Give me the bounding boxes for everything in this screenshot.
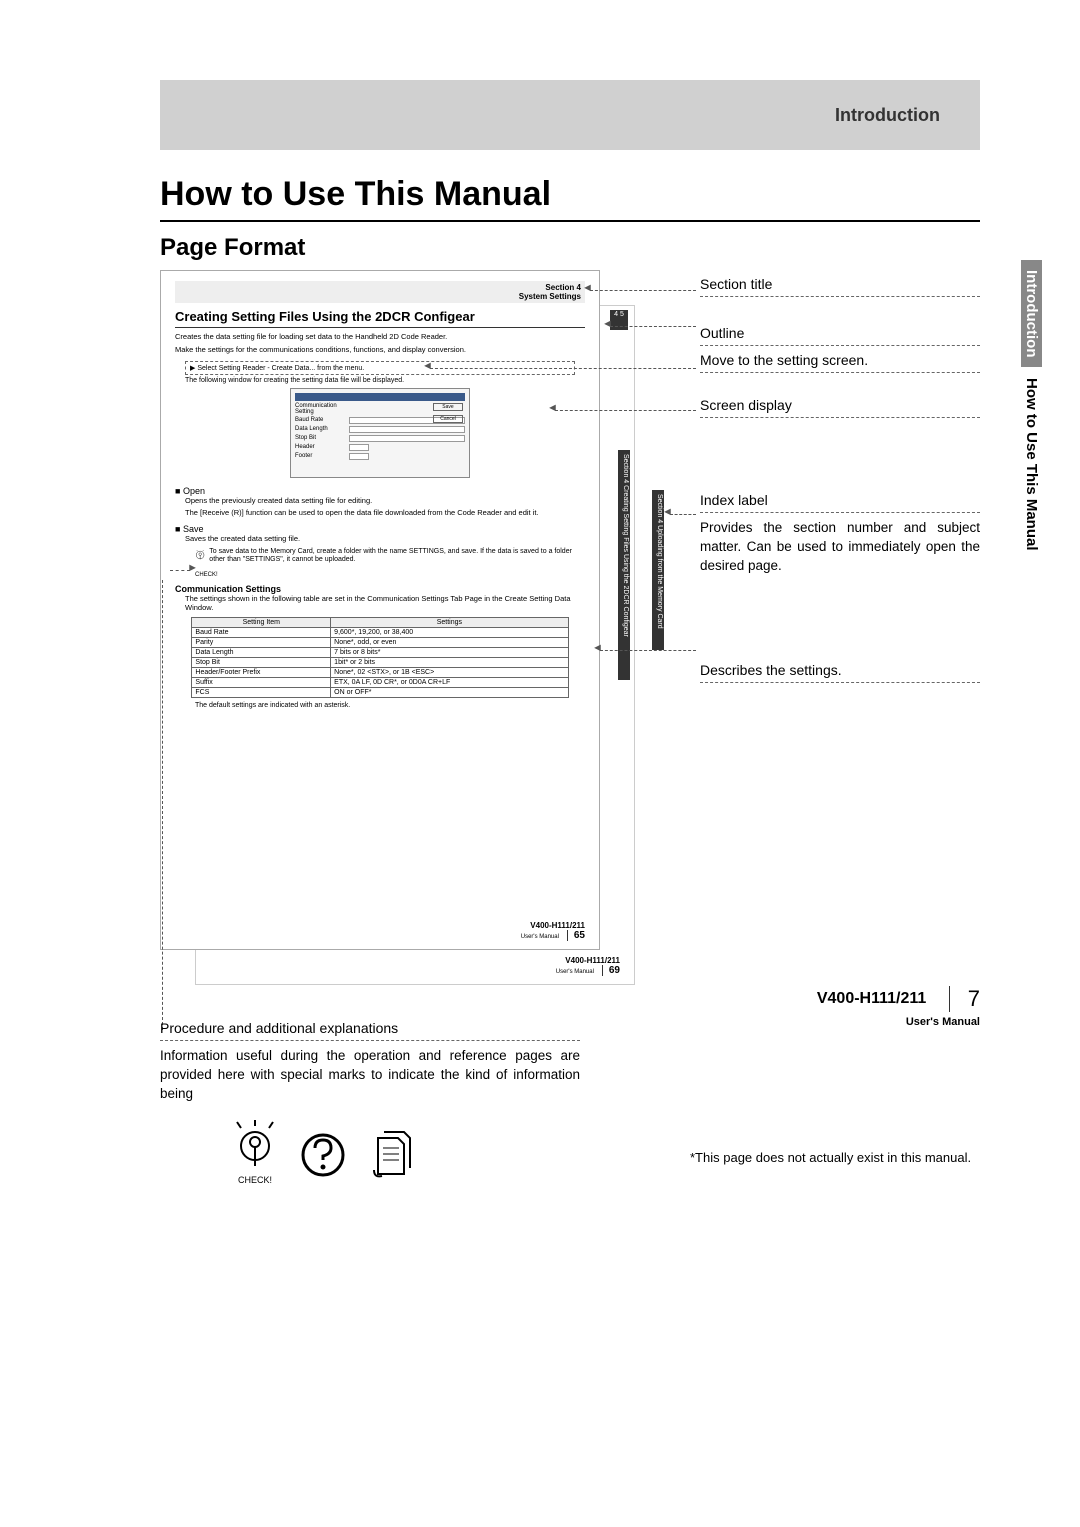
leader-1: [590, 290, 696, 291]
question-icon: [298, 1130, 348, 1185]
sample-p1: Creates the data setting file for loadin…: [175, 332, 585, 342]
page-footer: V400-H111/211 7 User's Manual: [817, 986, 980, 1030]
leader-3: [430, 368, 696, 369]
callout-settings: Describes the settings.: [700, 662, 980, 683]
settings-table: Setting ItemSettings Baud Rate9,600*, 19…: [191, 617, 568, 698]
leader-5: [670, 514, 696, 515]
sample-screenshot: Save Cancel Communication Setting Baud R…: [290, 388, 470, 478]
callout-section-title: Section title: [700, 276, 980, 297]
main-title: How to Use This Manual: [160, 175, 980, 222]
back-pagenum: 69: [602, 965, 620, 976]
callout-screen: Screen display: [700, 397, 980, 418]
open-p2: The [Receive (R)] function can be used t…: [185, 508, 585, 518]
side-tab-intro: Introduction: [1021, 260, 1042, 367]
back-model: V400-H111/211: [565, 956, 620, 965]
callout-index-desc: Provides the section number and subject …: [700, 519, 980, 576]
side-tab-rest: How to Use This Manual: [1021, 376, 1042, 553]
open-p1: Opens the previously created data settin…: [185, 496, 585, 506]
sample-page-front: Section 4 System Settings Creating Setti…: [160, 270, 600, 950]
sub-title: Page Format: [160, 234, 980, 262]
leader-vert: [162, 580, 163, 1030]
check-note: To save data to the Memory Card, create …: [195, 548, 585, 568]
callout-outline: Outline: [700, 325, 980, 346]
proc-desc: Information useful during the operation …: [160, 1047, 580, 1104]
check-icon-big: CHECK!: [230, 1118, 280, 1185]
callout-move: Move to the setting screen.: [700, 352, 980, 373]
foot-note: *This page does not actually exist in th…: [690, 1150, 971, 1165]
header-section: Introduction: [835, 105, 940, 126]
comm-h: Communication Settings: [175, 584, 585, 594]
pages-icon: [366, 1130, 416, 1185]
callout-index: Index label: [700, 492, 980, 513]
save-h: Save: [175, 524, 585, 534]
sample-p2: Make the settings for the communications…: [175, 345, 585, 355]
open-h: Open: [175, 486, 585, 496]
side-tab: Introduction How to Use This Manual: [1023, 260, 1040, 552]
leader-4: [555, 410, 696, 411]
sample-menu-sub: The following window for creating the se…: [185, 377, 585, 384]
proc-title: Procedure and additional explanations: [160, 1020, 580, 1041]
leader-6: [600, 650, 696, 651]
bottom-block: Procedure and additional explanations In…: [160, 1020, 580, 1185]
comm-p: The settings shown in the following tabl…: [185, 594, 585, 614]
header-band: Introduction: [160, 80, 980, 150]
sample-section-header: Section 4 System Settings: [175, 281, 585, 303]
sample-heading: Creating Setting Files Using the 2DCR Co…: [175, 309, 585, 328]
vert-label-1: Section 4 Creating Setting Files Using t…: [618, 450, 630, 680]
check-icon: [195, 548, 205, 562]
back-um: User's Manual: [556, 969, 594, 975]
leader-7: [170, 570, 190, 571]
save-p: Saves the created data setting file.: [185, 534, 585, 544]
sample-foot: V400-H111/211 User's Manual 65: [521, 921, 585, 941]
leader-2: [610, 326, 696, 327]
default-note: The default settings are indicated with …: [195, 702, 585, 709]
